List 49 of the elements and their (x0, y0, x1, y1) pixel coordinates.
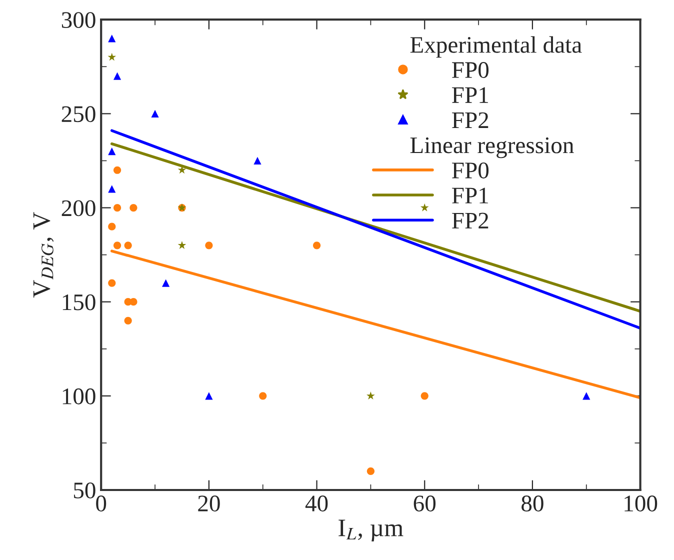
point (130, 298, 138, 306)
point (162, 279, 170, 287)
point (108, 34, 116, 42)
point (254, 156, 262, 165)
point (259, 392, 267, 400)
legend-label: FP0 (452, 62, 489, 78)
point (113, 72, 122, 80)
y-axis-title: V$_{DEG}$, V (33, 212, 54, 298)
point (108, 52, 116, 61)
x-tick-label: 40 (305, 496, 328, 512)
legend-label: FP0 (452, 162, 489, 178)
x-axis-title: I$_{L}$, µm (338, 520, 404, 542)
point (124, 242, 132, 250)
point (420, 392, 428, 400)
point (124, 316, 132, 324)
x-tick-label: 60 (414, 496, 436, 512)
legend-title: Experimental data (410, 36, 582, 58)
point (113, 204, 122, 212)
y-tick-label: 150 (62, 294, 96, 310)
x-tick-label: 100 (624, 496, 658, 512)
legend-label: FP1 (452, 188, 488, 204)
point (108, 279, 116, 287)
x-tick-label: 80 (522, 496, 544, 512)
point (582, 392, 590, 400)
annotation: Linear regression (410, 137, 574, 158)
x-tick-label: 0 (96, 496, 106, 512)
point (108, 148, 116, 156)
legend-label: FP2 (452, 212, 488, 228)
point (113, 242, 122, 250)
point (366, 467, 375, 475)
point (205, 242, 213, 250)
legend-label: FP2 (452, 112, 488, 128)
point (151, 110, 159, 118)
y-tick-label: 250 (62, 106, 96, 122)
y-tick-label: 300 (62, 12, 96, 28)
point (420, 203, 429, 212)
point (366, 392, 375, 400)
point (108, 185, 116, 193)
point (205, 392, 213, 400)
y-tick-label: 50 (74, 482, 96, 498)
point (113, 166, 122, 174)
legend-label: FP1 (452, 87, 488, 103)
y-tick-label: 100 (62, 388, 96, 404)
y-tick-label: 200 (62, 200, 96, 216)
point (312, 242, 321, 250)
x-tick-label: 20 (198, 496, 220, 512)
point (178, 241, 186, 249)
point (130, 204, 138, 212)
point (108, 222, 116, 230)
